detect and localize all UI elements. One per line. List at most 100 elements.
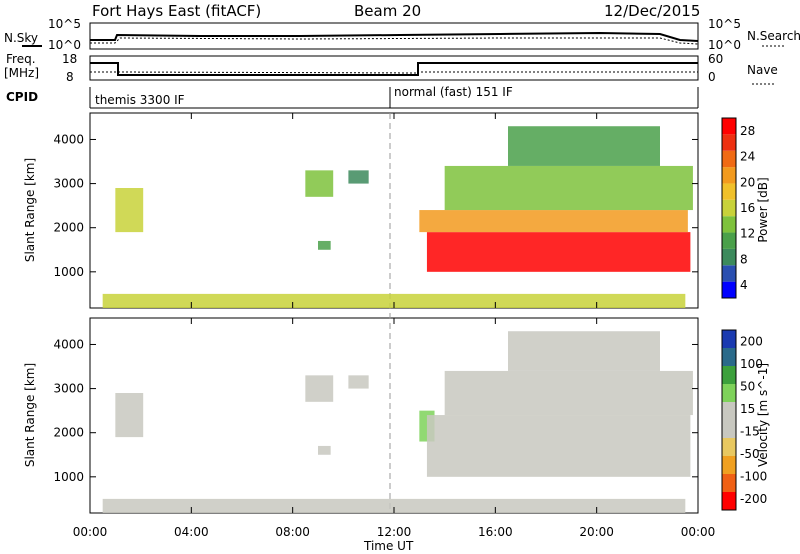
velocity-echo-region-2 bbox=[318, 445, 331, 455]
colorbar-tick-label: 24 bbox=[740, 150, 755, 164]
colorbar-swatch bbox=[722, 384, 736, 402]
colorbar-swatch bbox=[722, 438, 736, 456]
xtick-label: 04:00 bbox=[174, 525, 209, 539]
colorbar-swatch bbox=[722, 134, 736, 151]
beam-label: Beam 20 bbox=[354, 2, 421, 20]
power-echo-region-6 bbox=[444, 165, 693, 211]
nsearch-bottom-tick: 10^0 bbox=[708, 38, 741, 52]
colorbar-tick-label: 16 bbox=[740, 201, 755, 215]
colorbar-swatch bbox=[722, 366, 736, 384]
freq-strip bbox=[89, 55, 699, 81]
colorbar-swatch bbox=[722, 167, 736, 184]
velocity-echo-region-5 bbox=[426, 415, 691, 477]
ytick-label: 1000 bbox=[53, 470, 84, 484]
xtick-label: 00:00 bbox=[73, 525, 108, 539]
velocity-echo-region-1 bbox=[305, 375, 334, 402]
colorbar-tick-label: 4 bbox=[740, 278, 748, 292]
colorbar-tick-label: -50 bbox=[740, 447, 760, 461]
velocity-cbar-label: Velocity [m s^-1] bbox=[756, 363, 770, 467]
colorbar-tick-label: 8 bbox=[740, 252, 748, 266]
power-echo-region-4 bbox=[426, 232, 691, 272]
nave-top-tick: 60 bbox=[708, 52, 723, 66]
velocity-echo-region-8 bbox=[102, 498, 686, 513]
colorbar-swatch bbox=[722, 281, 736, 298]
colorbar-swatch bbox=[722, 348, 736, 366]
velocity-echo-region-6 bbox=[444, 370, 693, 416]
freq-label-line2: [MHz] bbox=[4, 66, 39, 80]
colorbar-tick-label: 100 bbox=[740, 357, 763, 371]
xtick-label: 00:00 bbox=[681, 525, 716, 539]
xtick-label: 20:00 bbox=[579, 525, 614, 539]
figure-title: Fort Hays East (fitACF) bbox=[92, 2, 261, 20]
nsky-top-tick: 10^5 bbox=[48, 17, 81, 31]
velocity-ylabel: Slant Range [km] bbox=[23, 363, 37, 467]
colorbar-tick-label: 15 bbox=[740, 402, 755, 416]
date-label: 12/Dec/2015 bbox=[604, 2, 700, 20]
nsky-strip bbox=[89, 22, 699, 50]
xlabel: Time UT bbox=[363, 539, 414, 553]
nsearch-label: N.Search bbox=[747, 29, 800, 43]
colorbar-swatch bbox=[722, 248, 736, 266]
colorbar-swatch bbox=[722, 492, 736, 510]
colorbar-tick-label: 12 bbox=[740, 227, 755, 241]
velocity-echo-region-0 bbox=[115, 393, 144, 438]
ytick-label: 1000 bbox=[53, 265, 84, 279]
power-echo-region-0 bbox=[115, 188, 144, 233]
colorbar-swatch bbox=[722, 199, 736, 217]
nave-label: Nave bbox=[747, 63, 778, 77]
ytick-label: 3000 bbox=[53, 177, 84, 191]
colorbar-swatch bbox=[722, 474, 736, 492]
power-echo-region-5 bbox=[419, 210, 688, 233]
power-cbar-label: Power [dB] bbox=[756, 177, 770, 242]
colorbar-swatch bbox=[722, 216, 736, 233]
cpid-label: CPID bbox=[6, 90, 38, 104]
colorbar-swatch bbox=[722, 150, 736, 168]
ytick-label: 2000 bbox=[53, 221, 84, 235]
colorbar-swatch bbox=[722, 265, 736, 282]
cpid-segment-1: themis 3300 IF bbox=[95, 93, 185, 107]
ytick-label: 4000 bbox=[53, 337, 84, 351]
nsearch-top-tick: 10^5 bbox=[708, 17, 741, 31]
ytick-label: 3000 bbox=[53, 382, 84, 396]
colorbar-tick-label: 20 bbox=[740, 175, 755, 189]
freq-label-line1: Freq. bbox=[6, 52, 36, 66]
cpid-segment-2: normal (fast) 151 IF bbox=[394, 85, 513, 99]
colorbar-tick-label: 50 bbox=[740, 379, 755, 393]
freq-top-tick: 18 bbox=[62, 52, 77, 66]
power-echo-region-2 bbox=[318, 240, 331, 250]
power-echo-region-1 bbox=[305, 170, 334, 197]
colorbar-tick-label: -15 bbox=[740, 424, 760, 438]
colorbar-tick-label: -100 bbox=[740, 469, 767, 483]
nave-bottom-tick: 0 bbox=[708, 70, 716, 84]
nsky-bottom-tick: 10^0 bbox=[48, 38, 81, 52]
nsky-label: N.Sky bbox=[4, 31, 38, 45]
power-ylabel: Slant Range [km] bbox=[23, 158, 37, 262]
power-echo-region-7 bbox=[508, 126, 660, 166]
colorbar-swatch bbox=[722, 232, 736, 249]
colorbar-swatch bbox=[722, 456, 736, 474]
power-echo-region-8 bbox=[102, 293, 686, 308]
velocity-colorbar: 200 100 50 15 -15 -50 -100 -200 bbox=[721, 329, 767, 511]
power-colorbar: 28 24 20 16 12 8 4 bbox=[721, 117, 755, 299]
colorbar-tick-label: 28 bbox=[740, 124, 755, 138]
colorbar-tick-label: 200 bbox=[740, 334, 763, 348]
power-echo-region-3 bbox=[348, 170, 369, 184]
xtick-label: 08:00 bbox=[275, 525, 310, 539]
xtick-label: 12:00 bbox=[377, 525, 412, 539]
colorbar-swatch bbox=[722, 183, 736, 200]
cpid-strip bbox=[89, 87, 699, 109]
colorbar-swatch bbox=[722, 420, 736, 438]
velocity-echo-region-3 bbox=[348, 375, 369, 389]
colorbar-swatch bbox=[722, 402, 736, 420]
ytick-label: 4000 bbox=[53, 132, 84, 146]
colorbar-frame bbox=[721, 329, 737, 511]
colorbar-tick-label: -200 bbox=[740, 492, 767, 506]
ytick-label: 2000 bbox=[53, 426, 84, 440]
velocity-echo-region-7 bbox=[508, 331, 660, 371]
colorbar-swatch bbox=[722, 330, 736, 348]
colorbar-frame bbox=[721, 117, 737, 299]
colorbar-swatch bbox=[722, 118, 736, 135]
xtick-label: 16:00 bbox=[478, 525, 513, 539]
freq-bottom-tick: 8 bbox=[66, 70, 74, 84]
